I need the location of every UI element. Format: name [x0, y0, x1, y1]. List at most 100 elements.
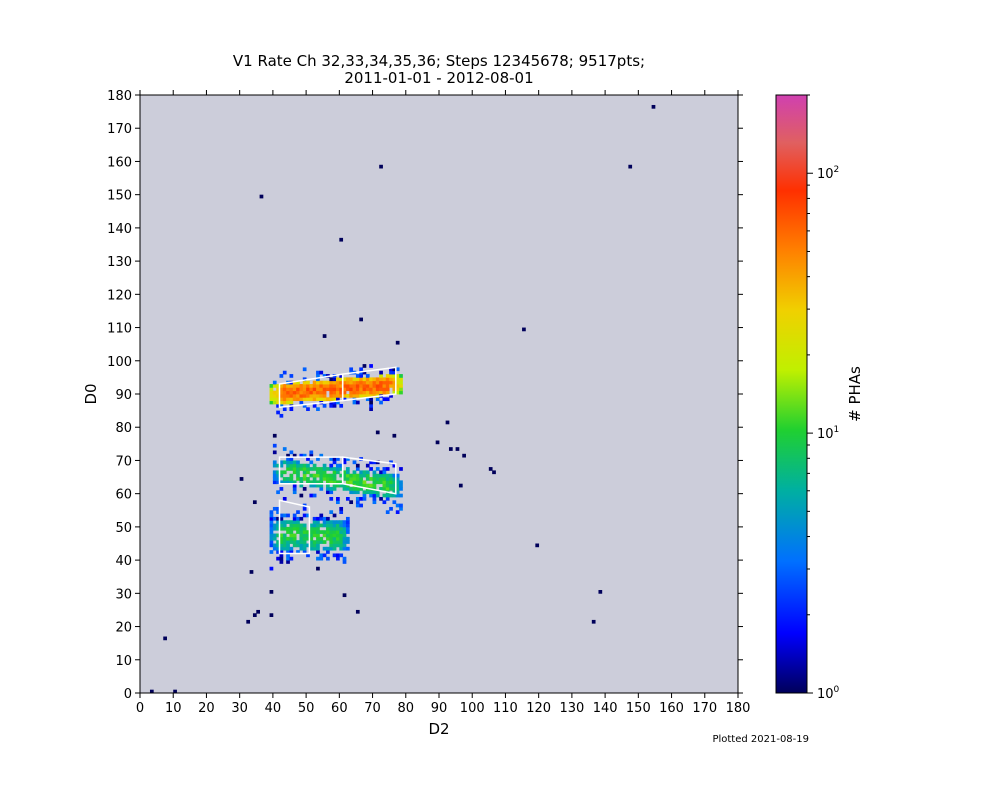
heatmap-cell — [322, 530, 327, 534]
heatmap-cell — [339, 543, 344, 548]
heatmap-cell — [306, 384, 310, 388]
heatmap-cell — [272, 473, 277, 478]
colorbar-tick-label: 100 — [817, 685, 840, 702]
heatmap-cell — [389, 384, 393, 388]
heatmap-cell — [385, 380, 390, 385]
heatmap-cell — [316, 457, 320, 461]
heatmap-cell — [302, 546, 307, 551]
heatmap-cell — [332, 470, 337, 475]
heatmap-cell — [352, 377, 357, 382]
heatmap-cell — [332, 397, 337, 402]
heatmap-cell — [329, 546, 334, 551]
heatmap-cell — [286, 467, 290, 471]
heatmap-cell — [282, 460, 287, 465]
heatmap-cell — [399, 467, 403, 471]
heatmap-cell — [349, 477, 354, 481]
heatmap-cell — [309, 394, 314, 398]
heatmap-cell — [299, 536, 304, 541]
heatmap-cell — [312, 493, 317, 498]
heatmap-cell — [286, 560, 290, 564]
heatmap-cell — [339, 463, 344, 468]
x-tick-label: 60 — [331, 701, 348, 716]
heatmap-cell — [362, 364, 367, 368]
heatmap-cell — [299, 483, 304, 488]
heatmap-cell — [342, 477, 347, 481]
heatmap-cell — [329, 384, 334, 388]
plot-background — [140, 95, 738, 693]
y-tick-label: 40 — [115, 554, 132, 569]
heatmap-cell — [302, 536, 307, 541]
x-tick-label: 90 — [431, 701, 448, 716]
heatmap-cell — [339, 540, 344, 544]
heatmap-cell — [352, 394, 357, 398]
heatmap-cell — [319, 380, 324, 385]
heatmap-cell — [316, 543, 320, 548]
heatmap-cell — [382, 387, 387, 392]
y-tick-label: 30 — [115, 587, 132, 602]
heatmap-cell — [372, 460, 377, 465]
heatmap-cell — [299, 526, 304, 531]
heatmap-cell — [369, 394, 373, 398]
heatmap-cell — [276, 490, 280, 495]
heatmap-cell — [362, 496, 367, 501]
heatmap-cell — [316, 390, 320, 395]
heatmap-cell — [362, 370, 367, 375]
heatmap-cell — [316, 384, 320, 388]
heatmap-cell — [365, 463, 370, 468]
heatmap-cell — [289, 550, 294, 554]
heatmap-cell — [395, 384, 400, 388]
heatmap-cell — [269, 384, 274, 388]
heatmap-cell — [306, 530, 310, 534]
scatter-point — [259, 194, 264, 199]
heatmap-cell — [296, 540, 300, 544]
heatmap-cell — [306, 397, 310, 402]
heatmap-cell — [282, 400, 287, 405]
heatmap-cell — [289, 526, 294, 531]
heatmap-cell — [276, 384, 280, 388]
heatmap-cell — [326, 490, 330, 495]
heatmap-cell — [342, 377, 347, 382]
heatmap-cell — [279, 553, 284, 558]
heatmap-cell — [339, 506, 344, 511]
heatmap-cell — [282, 384, 287, 388]
heatmap-cell — [355, 374, 360, 378]
y-tick-label: 10 — [115, 654, 132, 669]
heatmap-cell — [395, 493, 400, 498]
heatmap-cell — [322, 390, 327, 395]
colorbar-tick-label: 101 — [817, 425, 839, 442]
heatmap-cell — [336, 390, 340, 395]
heatmap-cell — [282, 496, 287, 501]
heatmap-cell — [272, 533, 277, 538]
heatmap-cell — [299, 533, 304, 538]
heatmap-cell — [326, 467, 330, 471]
heatmap-cell — [392, 390, 397, 395]
heatmap-cell — [306, 390, 310, 395]
heatmap-cell — [359, 380, 363, 385]
heatmap-cell — [309, 526, 314, 531]
heatmap-cell — [286, 536, 290, 541]
heatmap-cell — [392, 387, 397, 392]
heatmap-cell — [322, 380, 327, 385]
heatmap-cell — [362, 483, 367, 488]
heatmap-cell — [322, 523, 327, 528]
heatmap-cell — [269, 536, 274, 541]
heatmap-cell — [332, 394, 337, 398]
heatmap-cell — [289, 556, 294, 561]
heatmap-cell — [345, 380, 350, 385]
heatmap-cell — [312, 543, 317, 548]
heatmap-cell — [289, 400, 294, 405]
heatmap-cell — [309, 533, 314, 538]
heatmap-cell — [292, 523, 297, 528]
heatmap-cell — [362, 377, 367, 382]
heatmap-cell — [359, 487, 363, 491]
heatmap-cell — [365, 394, 370, 398]
heatmap-cell — [322, 516, 327, 521]
heatmap-cell — [329, 473, 334, 478]
heatmap-cell — [369, 403, 373, 408]
heatmap-cell — [382, 500, 387, 505]
heatmap-cell — [289, 457, 294, 461]
region-outline — [278, 499, 311, 555]
heatmap-cell — [359, 470, 363, 475]
heatmap-cell — [389, 477, 393, 481]
heatmap-cell — [339, 530, 344, 534]
